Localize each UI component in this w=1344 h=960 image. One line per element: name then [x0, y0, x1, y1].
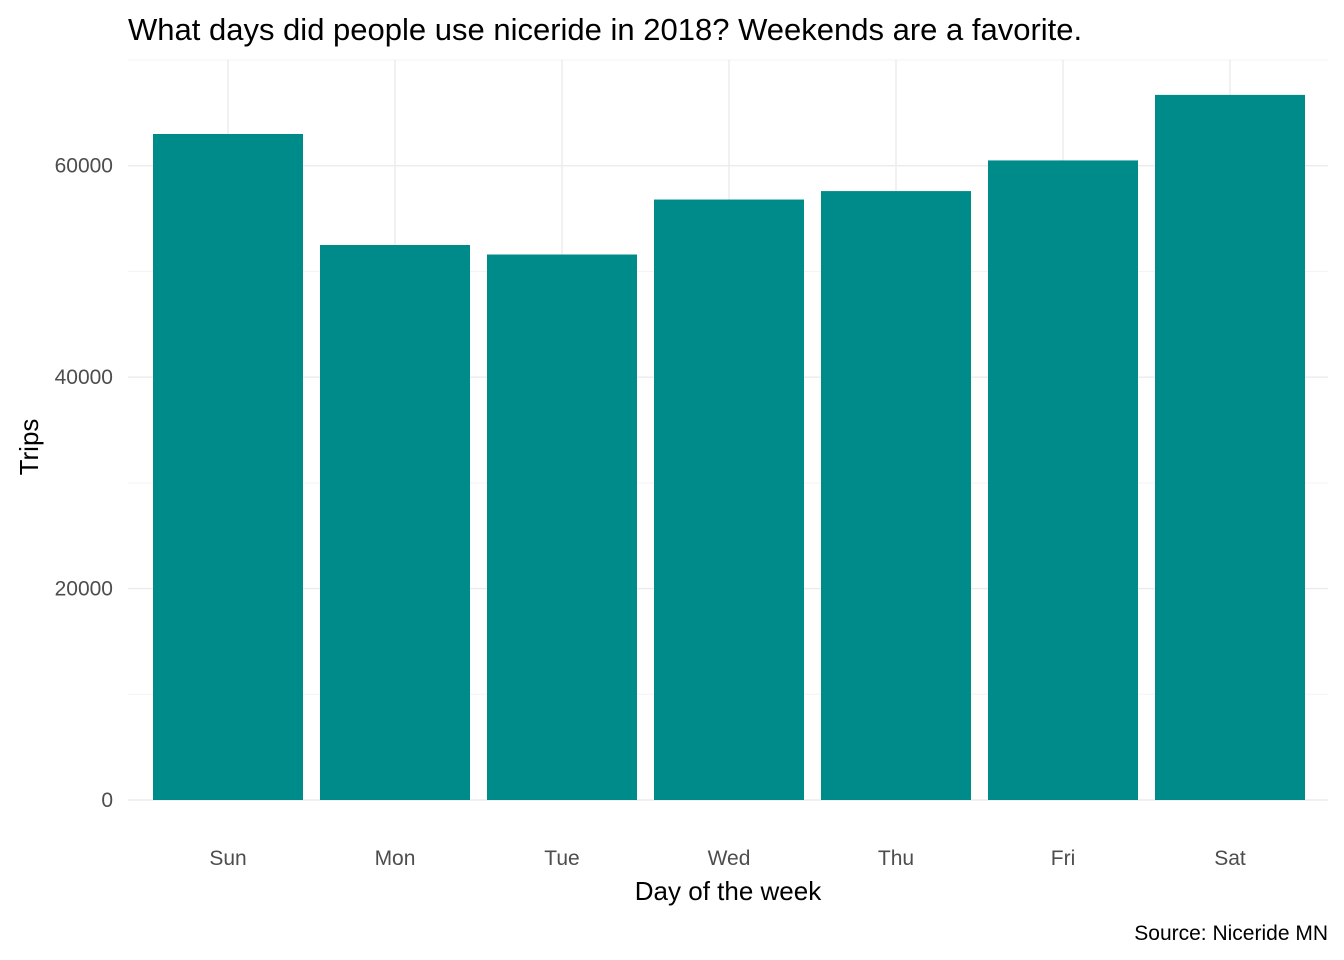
x-axis-title: Day of the week [635, 876, 822, 906]
x-tick-labels: Sun Mon Tue Wed Thu Fri Sat [209, 847, 1246, 870]
bar-sat [1155, 94, 1305, 800]
y-tick-label: 60000 [55, 155, 113, 178]
x-tick-label-tue: Tue [544, 847, 579, 870]
chart-title: What days did people use niceride in 201… [128, 12, 1082, 47]
x-tick-label-sun: Sun [209, 847, 246, 870]
chart-caption: Source: Niceride MN [1134, 922, 1328, 945]
x-tick-label-sat: Sat [1214, 847, 1246, 870]
x-tick-label-wed: Wed [708, 847, 751, 870]
y-tick-label: 20000 [55, 578, 113, 601]
y-axis-title: Trips [14, 419, 44, 476]
y-tick-labels: 0 20000 40000 60000 [55, 155, 113, 812]
bar-tue [487, 254, 637, 800]
x-tick-label-fri: Fri [1051, 847, 1076, 870]
y-tick-label: 40000 [55, 366, 113, 389]
bar-sun [153, 134, 303, 800]
bar-mon [320, 245, 470, 800]
bar-fri [988, 160, 1138, 800]
bar-thu [821, 191, 971, 801]
bar-wed [654, 199, 804, 801]
bars-layer [153, 94, 1305, 801]
x-tick-label-mon: Mon [375, 847, 416, 870]
x-tick-label-thu: Thu [878, 847, 914, 870]
y-tick-label: 0 [101, 789, 113, 812]
